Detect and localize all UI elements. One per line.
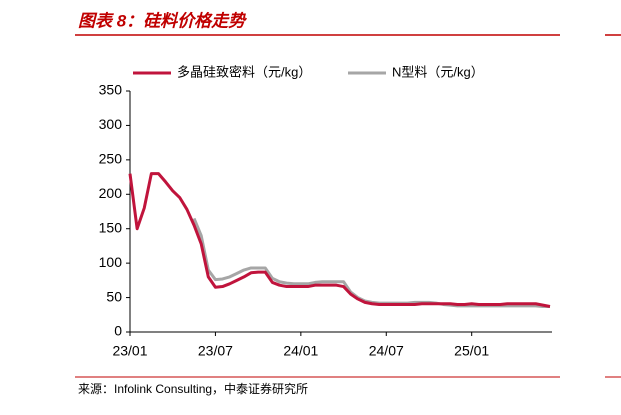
y-tick-label: 300 xyxy=(99,116,123,132)
x-tick-label: 24/01 xyxy=(283,343,318,359)
x-tick-label: 23/07 xyxy=(198,343,233,359)
series-line xyxy=(128,172,551,308)
legend-label: N型料（元/kg） xyxy=(392,64,484,79)
x-tick-label: 23/01 xyxy=(112,343,147,359)
x-tick-label: 24/07 xyxy=(369,343,404,359)
y-tick-label: 150 xyxy=(99,219,123,235)
y-tick-label: 250 xyxy=(99,151,123,167)
legend-label: 多晶硅致密料（元/kg） xyxy=(177,64,311,79)
y-tick-label: 0 xyxy=(114,323,122,339)
series-line xyxy=(192,217,550,309)
y-tick-label: 350 xyxy=(99,82,123,98)
y-tick-label: 50 xyxy=(106,288,122,304)
y-tick-label: 100 xyxy=(99,254,123,270)
x-tick-label: 25/01 xyxy=(454,343,489,359)
source: 来源：Infolink Consulting，中泰证券研究所 xyxy=(78,381,308,396)
chart-title: 图表 8：硅料价格走势 xyxy=(78,11,247,30)
y-tick-label: 200 xyxy=(99,185,123,201)
